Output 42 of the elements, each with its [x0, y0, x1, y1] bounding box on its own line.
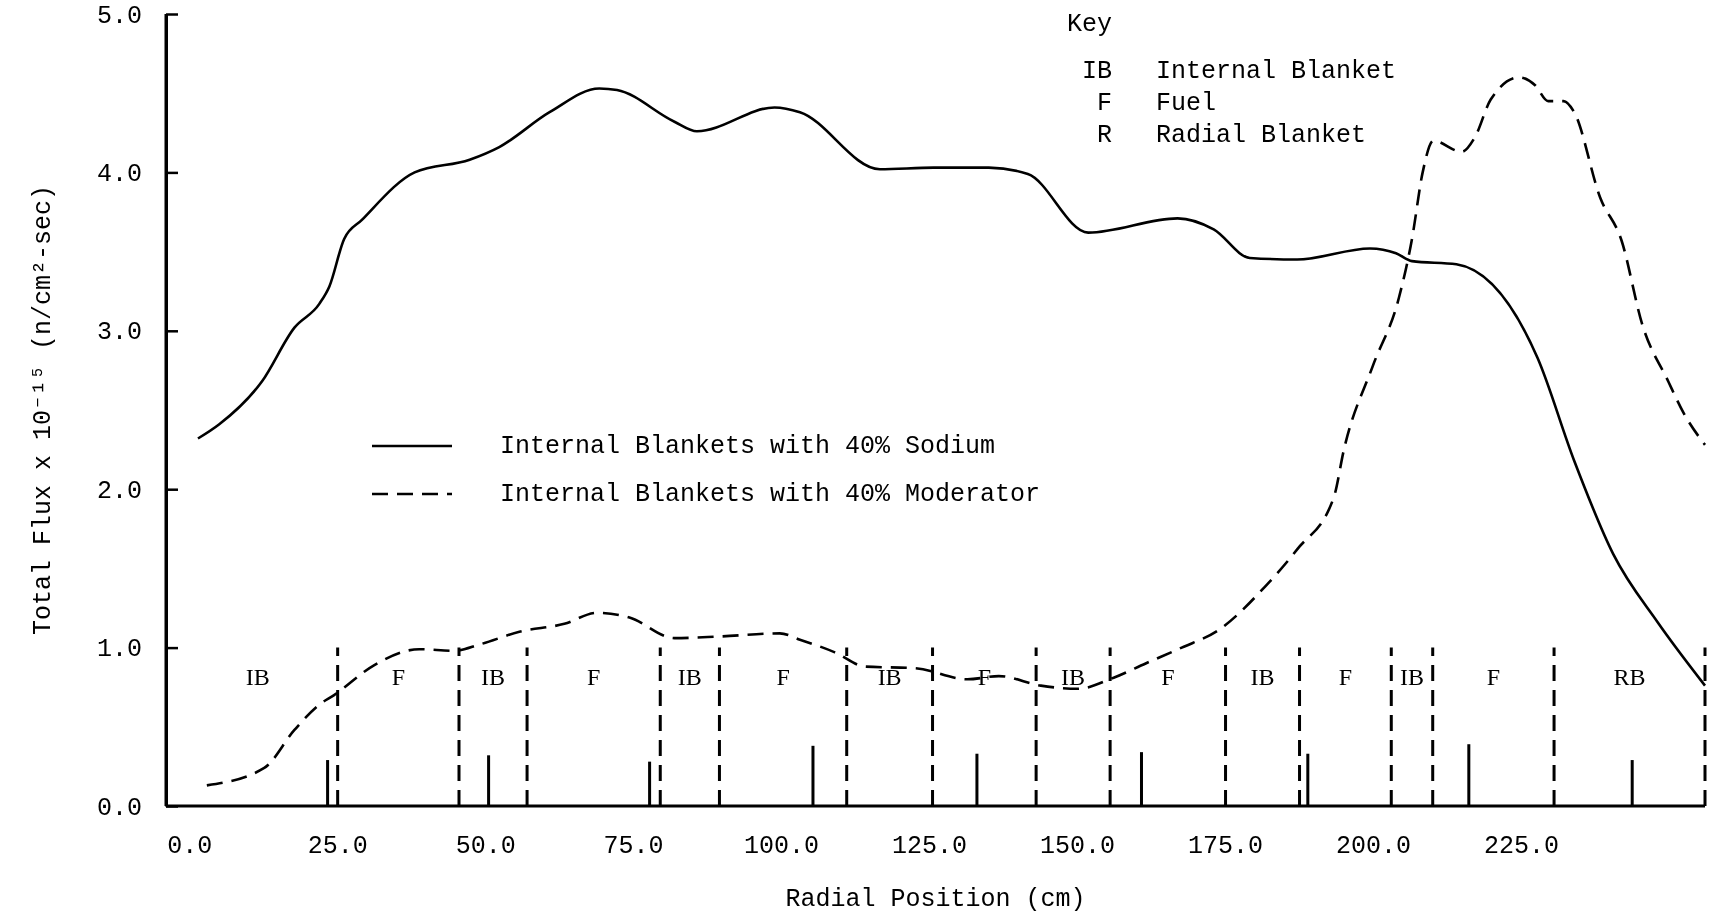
x-tick-label: 175.0 — [1188, 831, 1264, 861]
y-tick-label: 1.0 — [96, 635, 142, 665]
ref-line-label: F — [776, 663, 790, 690]
ref-line-label: IB — [1061, 663, 1086, 690]
y-tick-label: 0.0 — [96, 793, 142, 823]
annotation: F — [1096, 88, 1112, 118]
x-tick-label: 225.0 — [1484, 831, 1560, 861]
ref-line-label: F — [977, 663, 992, 690]
annotation: Radial Blanket — [1156, 120, 1367, 150]
ref-line-label: F — [1161, 663, 1175, 690]
y-tick-label: 4.0 — [96, 159, 142, 189]
legend-label: Internal Blankets with 40% Sodium — [500, 431, 996, 461]
y-tick-label: 3.0 — [96, 318, 142, 348]
annotation: IB — [1081, 56, 1112, 86]
y-tick-label: 5.0 — [96, 1, 142, 31]
ref-line-label: RB — [1613, 663, 1646, 690]
x-tick-label: 0.0 — [167, 831, 213, 861]
annotation: Key — [1067, 9, 1113, 39]
x-tick-label: 25.0 — [307, 831, 368, 861]
x-tick-label: 100.0 — [744, 831, 820, 861]
ref-line-label: IB — [1400, 663, 1424, 690]
ref-line-label: F — [1338, 663, 1353, 690]
ref-line-label: IB — [481, 663, 506, 690]
ref-line-label: IB — [245, 663, 270, 690]
x-tick-label: 125.0 — [892, 831, 968, 861]
ref-line-label: F — [1486, 663, 1501, 690]
y-tick-label: 2.0 — [96, 476, 142, 506]
annotation: Internal Blanket — [1156, 56, 1397, 86]
annotation: Fuel — [1156, 88, 1217, 118]
ref-line-label: IB — [677, 663, 702, 690]
ref-line-label: IB — [877, 663, 902, 690]
x-tick-label: 200.0 — [1336, 831, 1412, 861]
ref-line-label: IB — [1250, 663, 1275, 690]
x-tick-label: 50.0 — [455, 831, 516, 861]
x-axis-title: Radial Position (cm) — [785, 885, 1086, 914]
x-tick-label: 150.0 — [1040, 831, 1116, 861]
annotation: R — [1096, 120, 1112, 150]
x-tick-label: 75.0 — [603, 831, 664, 861]
y-axis-title: Total Flux x 10⁻¹⁵ (n/cm²-sec) — [29, 184, 58, 636]
ref-line-label: F — [391, 663, 406, 690]
ref-line-label: F — [586, 663, 601, 690]
legend-label: Internal Blankets with 40% Moderator — [500, 479, 1041, 509]
